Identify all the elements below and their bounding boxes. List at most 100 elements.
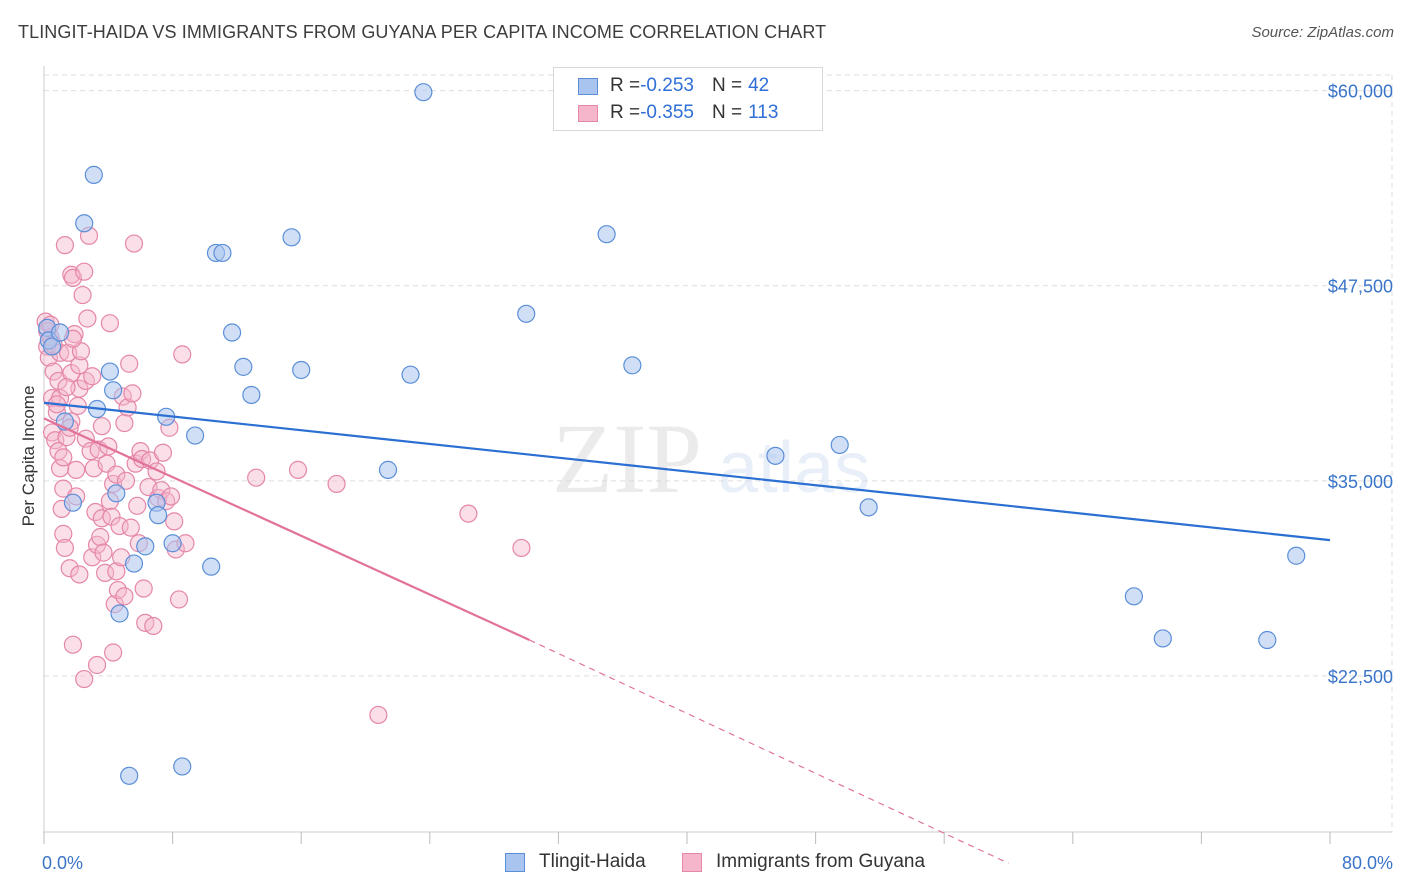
data-point-tlingit bbox=[242, 385, 261, 405]
data-point-guyana bbox=[87, 655, 107, 675]
data-point-tlingit bbox=[163, 534, 182, 553]
data-point-guyana bbox=[75, 669, 94, 689]
x-tick-labels: 0.0% 80.0% bbox=[42, 853, 1393, 873]
data-point-guyana bbox=[369, 705, 388, 725]
correlation-legend: R = -0.253 N = 42 R = -0.355 N = 113 bbox=[553, 67, 823, 131]
data-point-guyana bbox=[173, 345, 192, 364]
data-point-tlingit bbox=[378, 460, 398, 479]
series-swatch-pink bbox=[682, 852, 702, 872]
x-tick-label: 0.0% bbox=[42, 853, 83, 873]
data-point-tlingit bbox=[1124, 587, 1143, 606]
data-point-tlingit bbox=[75, 214, 94, 233]
data-point-guyana bbox=[288, 460, 308, 479]
data-point-guyana bbox=[57, 378, 76, 397]
legend-swatch-pink bbox=[578, 104, 598, 122]
data-point-guyana bbox=[512, 538, 531, 558]
data-point-guyana bbox=[128, 496, 147, 515]
data-point-tlingit bbox=[120, 766, 139, 785]
data-point-guyana bbox=[60, 559, 79, 578]
legend-r-label: R = bbox=[610, 102, 641, 123]
data-point-guyana bbox=[144, 616, 163, 636]
data-point-tlingit bbox=[50, 323, 70, 342]
legend-row-guyana: R = -0.355 N = 113 bbox=[554, 100, 778, 126]
legend-n-label: N = bbox=[711, 102, 743, 123]
data-point-guyana bbox=[153, 443, 173, 462]
y-axis-label: Per Capita Income bbox=[19, 386, 38, 527]
y-tick-label: $35,000 bbox=[1328, 472, 1393, 492]
y-tick-label: $47,500 bbox=[1328, 277, 1393, 297]
data-point-guyana bbox=[247, 468, 266, 487]
data-point-tlingit bbox=[414, 83, 433, 102]
data-point-guyana bbox=[63, 635, 83, 654]
data-point-tlingit bbox=[110, 604, 129, 623]
data-point-guyana bbox=[50, 459, 70, 478]
legend-r-value: -0.253 bbox=[640, 75, 694, 96]
data-point-guyana bbox=[54, 448, 73, 467]
data-point-guyana bbox=[73, 285, 92, 305]
axes bbox=[43, 66, 1392, 844]
data-point-tlingit bbox=[63, 493, 83, 512]
data-point-guyana bbox=[78, 309, 97, 328]
data-point-guyana bbox=[104, 643, 123, 662]
legend-r-value: -0.355 bbox=[640, 102, 694, 123]
data-point-tlingit bbox=[104, 381, 123, 400]
legend-n-value: 113 bbox=[748, 102, 779, 123]
y-tick-label: $60,000 bbox=[1328, 82, 1393, 102]
series-legend-label: Tlingit-Haida bbox=[539, 851, 646, 872]
y-tick-labels: $22,500 $35,000 $47,500 $60,000 bbox=[1328, 82, 1393, 687]
data-point-guyana bbox=[327, 474, 346, 494]
data-point-guyana bbox=[67, 460, 86, 479]
data-point-tlingit bbox=[107, 484, 126, 503]
data-point-guyana bbox=[99, 437, 118, 456]
data-point-guyana bbox=[83, 367, 102, 386]
series-legend-tlingit[interactable]: Tlingit-Haida bbox=[505, 851, 646, 873]
data-point-tlingit bbox=[136, 537, 155, 556]
data-point-tlingit bbox=[623, 356, 642, 375]
data-point-guyana bbox=[75, 262, 94, 281]
y-tick-label: $22,500 bbox=[1328, 667, 1393, 687]
data-point-guyana bbox=[165, 512, 184, 531]
legend-row-tlingit: R = -0.253 N = 42 bbox=[554, 73, 769, 99]
legend-n-label: N = bbox=[711, 75, 743, 96]
data-point-guyana bbox=[100, 314, 120, 333]
data-point-tlingit bbox=[124, 554, 144, 573]
series-legend-guyana[interactable]: Immigrants from Guyana bbox=[682, 851, 925, 873]
legend-swatch-blue bbox=[578, 77, 598, 95]
data-point-guyana bbox=[115, 587, 134, 606]
legend-r-label: R = bbox=[610, 75, 641, 96]
gridlines bbox=[44, 74, 1393, 832]
data-point-tlingit bbox=[517, 304, 536, 323]
trendline-guyana bbox=[43, 417, 530, 642]
chart-title: TLINGIT-HAIDA VS IMMIGRANTS FROM GUYANA … bbox=[18, 22, 827, 42]
data-point-tlingit bbox=[597, 225, 616, 244]
data-point-guyana bbox=[459, 504, 478, 523]
data-point-tlingit bbox=[1287, 546, 1306, 565]
data-point-guyana bbox=[115, 413, 134, 433]
trendline-tlingit bbox=[43, 401, 1331, 542]
data-point-tlingit bbox=[234, 357, 253, 376]
data-point-tlingit bbox=[292, 360, 311, 380]
data-point-guyana bbox=[63, 268, 83, 288]
data-point-guyana bbox=[124, 234, 144, 253]
data-point-guyana bbox=[55, 236, 74, 255]
series-tlingit-points bbox=[38, 83, 1306, 785]
trendline-guyana-extension bbox=[529, 639, 1009, 864]
data-point-tlingit bbox=[202, 557, 221, 576]
data-point-guyana bbox=[92, 417, 111, 436]
series-legend-label: Immigrants from Guyana bbox=[716, 851, 926, 872]
watermark: ZIP atlas bbox=[552, 403, 870, 514]
data-point-guyana bbox=[120, 354, 139, 373]
data-point-guyana bbox=[91, 527, 110, 547]
data-point-tlingit bbox=[100, 362, 120, 381]
data-point-tlingit bbox=[401, 365, 420, 384]
watermark-zip: ZIP bbox=[552, 403, 702, 514]
data-point-tlingit bbox=[859, 498, 878, 517]
data-point-guyana bbox=[169, 590, 189, 609]
legend-n-value: 42 bbox=[748, 75, 770, 96]
data-point-guyana bbox=[44, 362, 63, 381]
data-point-tlingit bbox=[173, 757, 192, 776]
data-point-guyana bbox=[70, 565, 89, 584]
series-guyana-points bbox=[36, 226, 531, 725]
data-point-tlingit bbox=[84, 165, 103, 184]
